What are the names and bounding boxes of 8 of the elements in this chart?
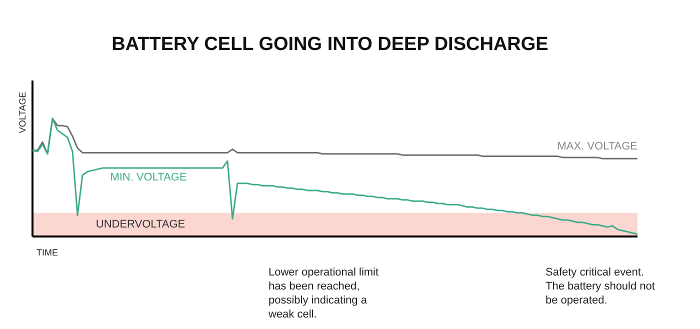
y-axis-title: VOLTAGE — [18, 92, 28, 134]
x-axis-title: TIME — [36, 248, 58, 258]
band-label: UNDERVOLTAGE — [96, 218, 186, 231]
chart-title: BATTERY CELL GOING INTO DEEP DISCHARGE — [112, 34, 548, 55]
series-label: MAX. VOLTAGE — [557, 140, 638, 152]
text: Safety critical event. The battery should not be operated. — [546, 266, 655, 306]
text: Lower operational limit has been reached, possibly indicating a weak cell. — [268, 266, 379, 320]
series-label: MIN. VOLTAGE — [110, 172, 187, 184]
